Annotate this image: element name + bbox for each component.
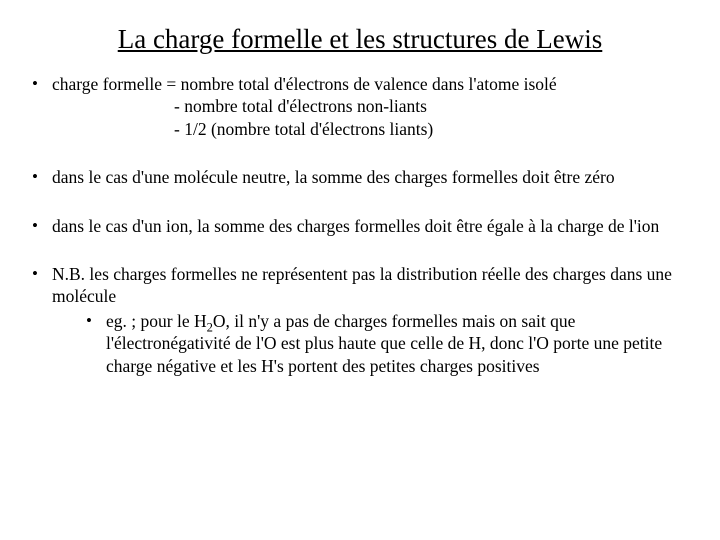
sub-bullet-list: eg. ; pour le H2O, il n'y a pas de charg…: [52, 310, 692, 377]
bullet-formula: charge formelle = nombre total d'électro…: [28, 73, 692, 140]
bullet-nb: N.B. les charges formelles ne représente…: [28, 263, 692, 377]
formula-line-3: - 1/2 (nombre total d'électrons liants): [52, 118, 692, 140]
nb-text: N.B. les charges formelles ne représente…: [52, 264, 672, 306]
bullet-ion: dans le cas d'un ion, la somme des charg…: [28, 215, 692, 237]
formula-line-2: - nombre total d'électrons non-liants: [52, 95, 692, 117]
example-prefix: eg. ; pour le H: [106, 311, 207, 331]
bullet-text: dans le cas d'un ion, la somme des charg…: [52, 216, 659, 236]
slide: La charge formelle et les structures de …: [0, 0, 720, 540]
formula-line-1: charge formelle = nombre total d'électro…: [52, 74, 557, 94]
bullet-neutral-molecule: dans le cas d'une molécule neutre, la so…: [28, 166, 692, 188]
bullet-text: dans le cas d'une molécule neutre, la so…: [52, 167, 615, 187]
sub-bullet-example: eg. ; pour le H2O, il n'y a pas de charg…: [52, 310, 692, 377]
slide-title: La charge formelle et les structures de …: [28, 24, 692, 55]
bullet-list: charge formelle = nombre total d'électro…: [28, 73, 692, 377]
